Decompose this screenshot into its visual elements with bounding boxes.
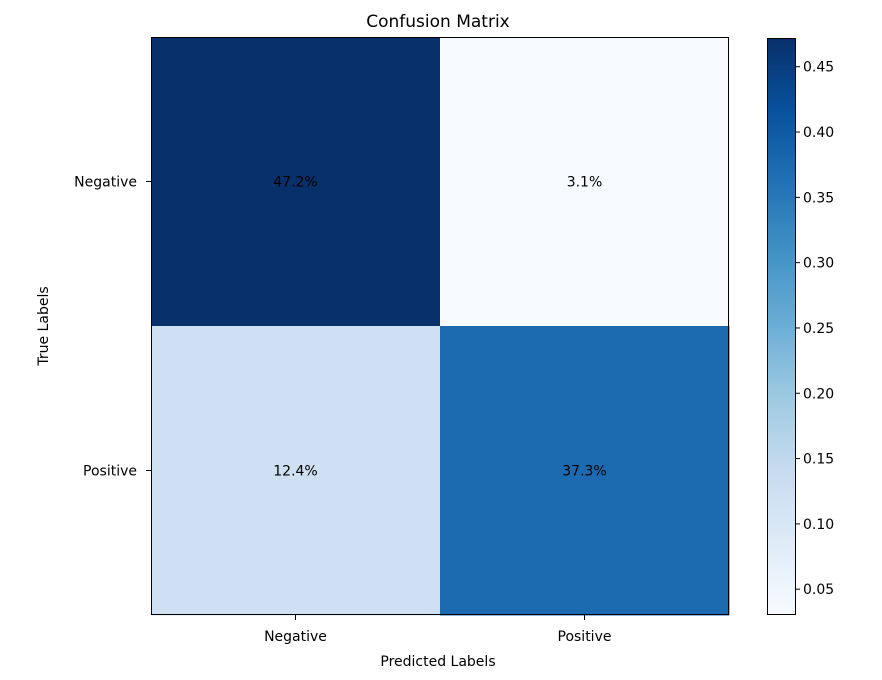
colorbar-tick-label: 0.35 — [803, 190, 834, 206]
y-axis-ticks: Negative Positive — [74, 175, 151, 480]
colorbar-tick-label: 0.40 — [803, 125, 834, 141]
chart-title: Confusion Matrix — [366, 12, 510, 32]
heatmap-cell — [151, 326, 441, 616]
heatmap-cell — [440, 37, 730, 327]
heatmap-cells — [151, 37, 730, 616]
cell-value-label: 47.2% — [273, 175, 317, 191]
plot-frame — [151, 37, 729, 615]
colorbar-tick-label: 0.10 — [803, 517, 834, 533]
x-tick-label: Negative — [264, 629, 327, 645]
colorbar-frame — [767, 38, 796, 615]
colorbar-tick-label: 0.25 — [803, 321, 834, 337]
x-tick-label: Positive — [558, 629, 612, 645]
heatmap-cell-labels: 47.2% 3.1% 12.4% 37.3% — [273, 175, 606, 480]
colorbar: 0.05 0.10 0.15 0.20 0.25 0.30 0.35 0.40 0.45 — [767, 38, 834, 615]
colorbar-tick-label: 0.05 — [803, 582, 834, 598]
y-tick-label: Positive — [83, 464, 137, 480]
colorbar-tick-label: 0.30 — [803, 256, 834, 272]
colorbar-tick-label: 0.20 — [803, 386, 834, 402]
cell-value-label: 12.4% — [273, 464, 317, 480]
y-axis-label: True Labels — [36, 286, 52, 366]
cell-value-label: 37.3% — [562, 464, 606, 480]
cell-value-label: 3.1% — [567, 175, 603, 191]
heatmap-cell — [440, 326, 730, 616]
heatmap-cell — [151, 37, 441, 327]
colorbar-gradient — [767, 38, 795, 614]
x-axis-label: Predicted Labels — [380, 654, 495, 670]
colorbar-tick-label: 0.15 — [803, 452, 834, 468]
x-axis-ticks: Negative Positive — [264, 615, 611, 645]
y-tick-label: Negative — [74, 175, 137, 191]
colorbar-ticks: 0.05 0.10 0.15 0.20 0.25 0.30 0.35 0.40 0.45 — [795, 60, 834, 598]
colorbar-tick-label: 0.45 — [803, 60, 834, 76]
